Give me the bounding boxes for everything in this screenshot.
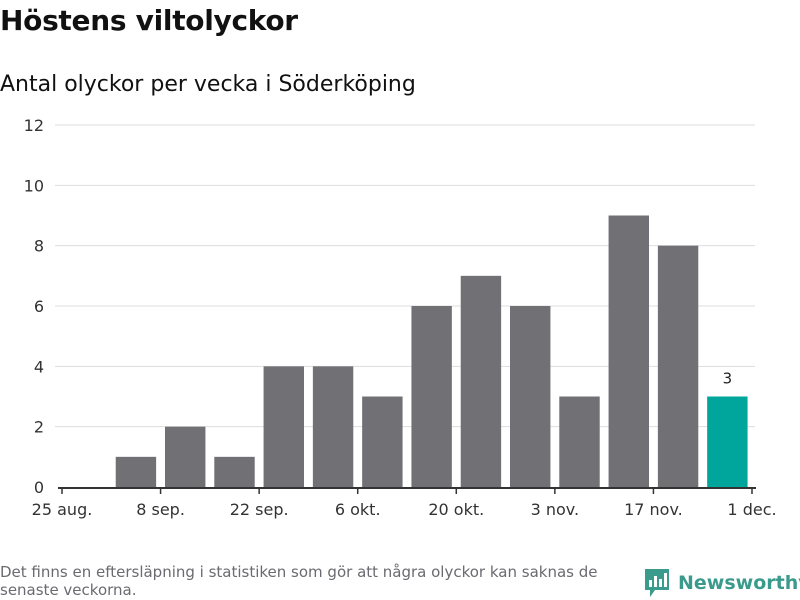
bar [608,215,649,487]
y-tick-label: 6 [34,297,44,316]
newsworthy-logo[interactable]: Newsworthy [644,568,800,598]
data-label: 3 [723,370,733,388]
y-tick-label: 8 [34,237,44,256]
x-tick-label: 22 sep. [230,500,289,519]
y-tick-label: 10 [24,176,44,195]
bar [362,396,403,487]
y-tick-label: 4 [34,357,44,376]
chart-title: Höstens viltolyckor [0,4,298,37]
footnote: Det finns en eftersläpning i statistiken… [0,563,598,599]
bar [559,396,600,487]
x-tick-label: 6 okt. [335,500,381,519]
y-tick-label: 12 [24,116,44,135]
bar [115,456,157,487]
x-tick-label: 8 sep. [136,500,185,519]
chart-subtitle: Antal olyckor per vecka i Söderköping [0,72,416,97]
x-tick-label: 20 okt. [428,500,484,519]
bar [411,306,452,487]
x-tick-label: 3 nov. [531,500,580,519]
bar [657,245,699,487]
bar [263,366,304,487]
x-tick-label: 25 aug. [32,500,93,519]
bar [460,275,502,487]
brand-name: Newsworthy [678,572,800,594]
x-tick-label: 1 dec. [727,500,776,519]
x-tick-label: 17 nov. [624,500,683,519]
bar [214,456,255,487]
bar [510,306,551,487]
bar-chart-icon [645,569,669,597]
y-tick-label: 2 [34,418,44,437]
bar [707,396,748,487]
bar [165,426,206,487]
bar [312,366,354,487]
bar-chart: 0 2 4 6 8 10 12 3 25 aug. 8 sep. 22 sep. 6 okt. 20 o… [24,116,777,519]
y-tick-label: 0 [34,478,44,497]
